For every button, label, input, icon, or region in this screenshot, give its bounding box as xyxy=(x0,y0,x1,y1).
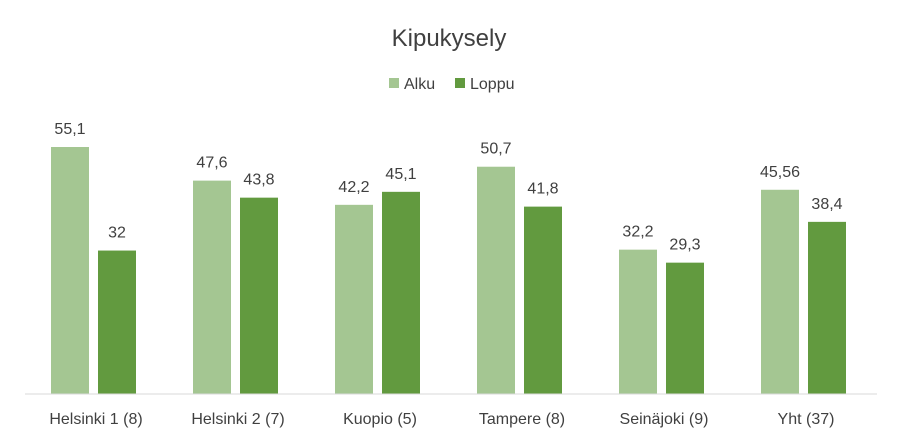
value-label-loppu-0: 32 xyxy=(108,225,126,242)
bar-alku-1 xyxy=(193,180,231,394)
value-label-loppu-4: 29,3 xyxy=(669,237,700,254)
legend-label-loppu: Loppu xyxy=(470,76,515,93)
bar-loppu-3 xyxy=(524,206,562,394)
value-label-loppu-1: 43,8 xyxy=(243,172,274,189)
value-label-loppu-5: 38,4 xyxy=(811,196,842,213)
value-label-alku-1: 47,6 xyxy=(196,155,227,172)
bar-loppu-1 xyxy=(240,197,278,394)
chart-title: Kipukysely xyxy=(392,25,507,52)
value-label-alku-0: 55,1 xyxy=(54,121,85,138)
bar-alku-5 xyxy=(761,189,799,394)
legend: Alku Loppu xyxy=(389,76,515,93)
value-label-alku-5: 45,56 xyxy=(760,164,800,181)
x-tick-label-5: Yht (37) xyxy=(778,411,835,428)
bar-alku-3 xyxy=(477,166,515,394)
x-tick-label-3: Tampere (8) xyxy=(479,411,565,428)
bar-loppu-4 xyxy=(666,262,704,394)
legend-label-alku: Alku xyxy=(404,76,435,93)
bar-loppu-0 xyxy=(98,250,136,394)
bar-loppu-2 xyxy=(382,191,420,394)
x-tick-label-1: Helsinki 2 (7) xyxy=(191,411,284,428)
bar-alku-2 xyxy=(335,204,373,394)
bar-alku-4 xyxy=(619,249,657,394)
x-tick-label-2: Kuopio (5) xyxy=(343,411,417,428)
bar-loppu-5 xyxy=(808,221,846,394)
value-label-loppu-2: 45,1 xyxy=(385,166,416,183)
legend-swatch-alku xyxy=(389,78,399,88)
legend-swatch-loppu xyxy=(455,78,465,88)
value-label-alku-2: 42,2 xyxy=(338,179,369,196)
value-label-alku-3: 50,7 xyxy=(480,141,511,158)
value-label-loppu-3: 41,8 xyxy=(527,181,558,198)
x-tick-label-0: Helsinki 1 (8) xyxy=(49,411,142,428)
plot-area: 55,1 32 Helsinki 1 (8) 47,6 43,8 Helsinki 2 (… xyxy=(25,121,877,428)
bar-alku-0 xyxy=(51,147,89,394)
x-tick-label-4: Seinäjoki (9) xyxy=(620,411,709,428)
value-label-alku-4: 32,2 xyxy=(622,224,653,241)
